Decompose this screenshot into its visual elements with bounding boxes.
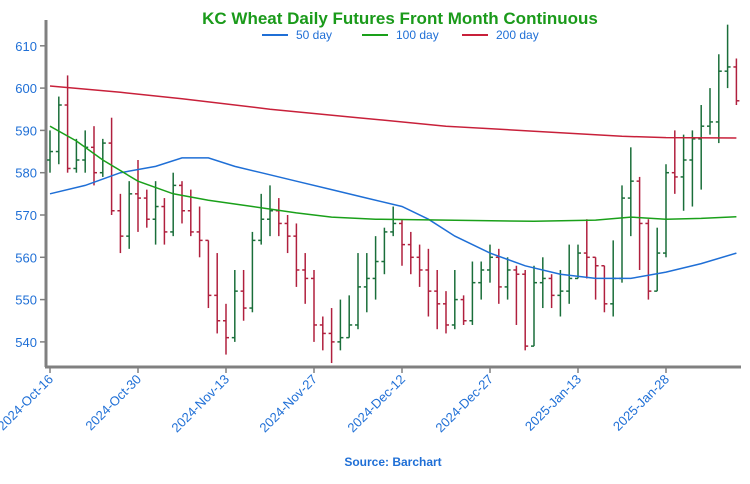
moving-average-line xyxy=(49,125,737,223)
y-tick-label: 540 xyxy=(15,335,37,350)
moving-average-line xyxy=(49,85,737,139)
y-tick-label: 580 xyxy=(15,166,37,181)
y-tick-label: 560 xyxy=(15,250,37,265)
y-tick-label: 610 xyxy=(15,39,37,54)
legend-label: 200 day xyxy=(496,28,539,42)
x-tick-label: 2025-Jan-28 xyxy=(610,372,672,434)
x-tick-label: 2024-Dec-12 xyxy=(344,372,408,436)
legend-label: 50 day xyxy=(296,28,332,42)
source: Source: Barchart xyxy=(344,455,441,469)
x-tick-label: 2024-Oct-30 xyxy=(82,372,144,434)
y-tick-label: 590 xyxy=(15,123,37,138)
x-tick-label: 2025-Jan-13 xyxy=(522,372,584,434)
x-tick-label: 2024-Nov-13 xyxy=(168,372,232,436)
y-tick-label: 570 xyxy=(15,208,37,223)
y-tick-label: 600 xyxy=(15,81,37,96)
x-tick-label: 2024-Oct-16 xyxy=(0,372,56,434)
moving-average-line xyxy=(49,157,737,280)
chart-title: KC Wheat Daily Futures Front Month Conti… xyxy=(202,9,598,28)
x-tick-label: 2024-Dec-27 xyxy=(432,372,496,436)
x-tick-label: 2024-Nov-27 xyxy=(256,372,320,436)
legend-label: 100 day xyxy=(396,28,439,42)
y-tick-label: 550 xyxy=(15,293,37,308)
